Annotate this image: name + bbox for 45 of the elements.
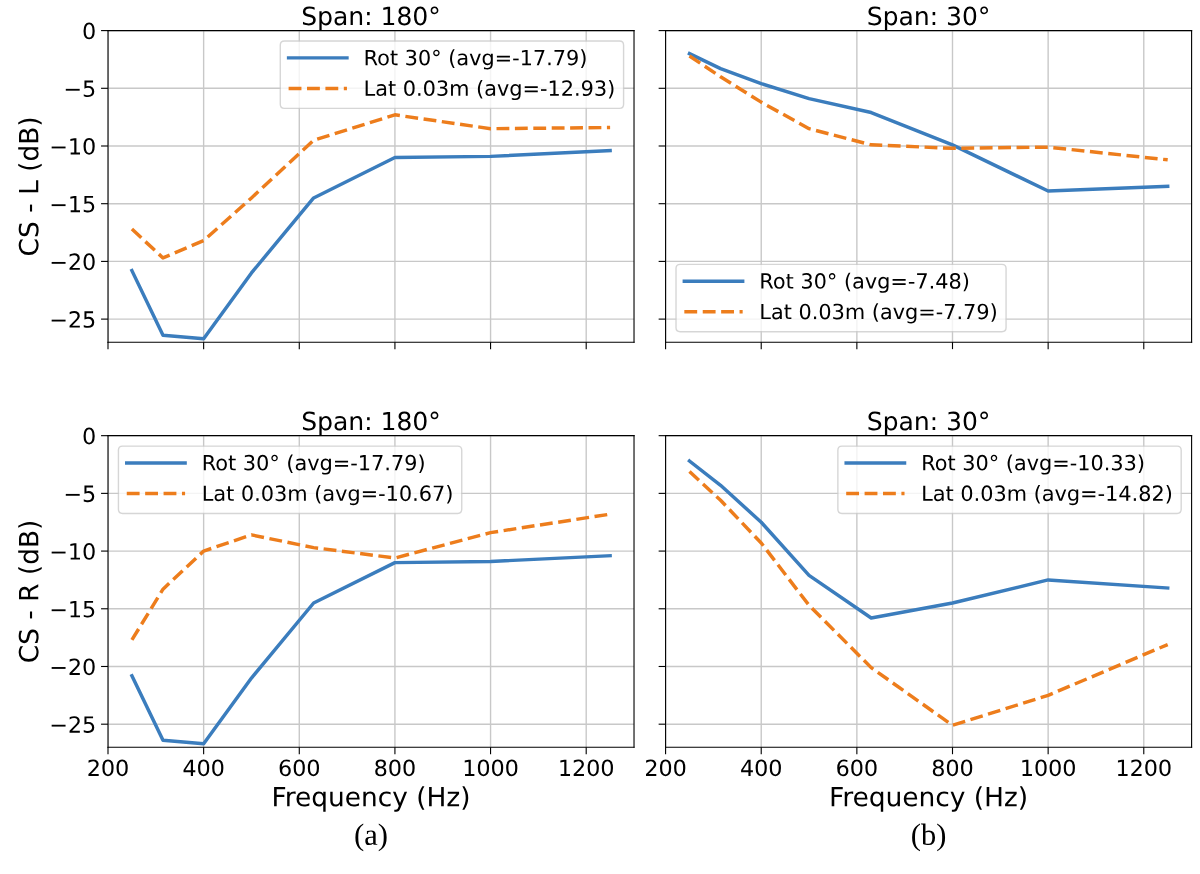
legend-label: Rot 30° (avg=-10.33) bbox=[923, 454, 1144, 475]
x-tick-label: 400 bbox=[741, 759, 781, 777]
chart-title: Span: 30° bbox=[868, 411, 988, 436]
y-tick-label: −5 bbox=[65, 485, 95, 503]
y-tick-label: −20 bbox=[51, 658, 95, 676]
y-axis-title: CS - R (dB) bbox=[18, 521, 42, 662]
x-tick-label: 200 bbox=[646, 759, 686, 777]
y-tick-label: −10 bbox=[51, 137, 95, 155]
legend-label: Lat 0.03m (avg=-7.79) bbox=[761, 303, 996, 324]
x-tick-label: 400 bbox=[183, 759, 224, 777]
y-tick-label: −5 bbox=[65, 80, 95, 98]
legend-label: Rot 30° (avg=-17.79) bbox=[203, 454, 424, 475]
chart-title: Span: 180° bbox=[302, 411, 439, 436]
x-tick-label: 1000 bbox=[1022, 759, 1075, 777]
text: (b) bbox=[912, 823, 946, 852]
x-tick-label: 1200 bbox=[560, 759, 613, 777]
legend-label: Lat 0.03m (avg=-10.67) bbox=[203, 485, 452, 506]
y-tick-label: −25 bbox=[51, 716, 95, 733]
chart-title: Span: 30° bbox=[868, 6, 988, 31]
y-tick-label: 0 bbox=[83, 22, 95, 40]
x-axis-title: Frequency (Hz) bbox=[274, 786, 469, 812]
y-tick-label: −25 bbox=[51, 311, 95, 328]
y-tick-label: −20 bbox=[51, 253, 95, 271]
line-series bbox=[130, 148, 612, 341]
x-tick-label: 800 bbox=[932, 759, 973, 777]
legend-label: Lat 0.03m (avg=-14.82) bbox=[923, 485, 1172, 506]
x-tick-label: 800 bbox=[375, 759, 415, 777]
chart-title: Span: 180° bbox=[302, 6, 439, 31]
line-series bbox=[130, 553, 612, 746]
y-tick-label: 0 bbox=[83, 427, 95, 445]
legend-label: Rot 30° (avg=-7.48) bbox=[761, 272, 969, 293]
x-tick-label: 600 bbox=[837, 759, 877, 777]
x-tick-label: 200 bbox=[88, 759, 128, 777]
legend-label: Rot 30° (avg=-17.79) bbox=[365, 49, 586, 70]
x-tick-label: 1200 bbox=[1117, 759, 1171, 777]
x-axis-title: Frequency (Hz) bbox=[831, 786, 1026, 812]
y-axis-title: CS - L (dB) bbox=[18, 118, 42, 255]
x-tick-label: 600 bbox=[279, 759, 320, 777]
legend-label: Lat 0.03m (avg=-12.93) bbox=[365, 79, 614, 101]
y-tick-label: −15 bbox=[51, 195, 95, 213]
x-tick-label: 1000 bbox=[464, 759, 518, 777]
text: (a) bbox=[355, 823, 387, 852]
y-tick-label: −10 bbox=[51, 543, 95, 560]
line-series bbox=[130, 113, 612, 260]
y-tick-label: −15 bbox=[51, 601, 95, 618]
